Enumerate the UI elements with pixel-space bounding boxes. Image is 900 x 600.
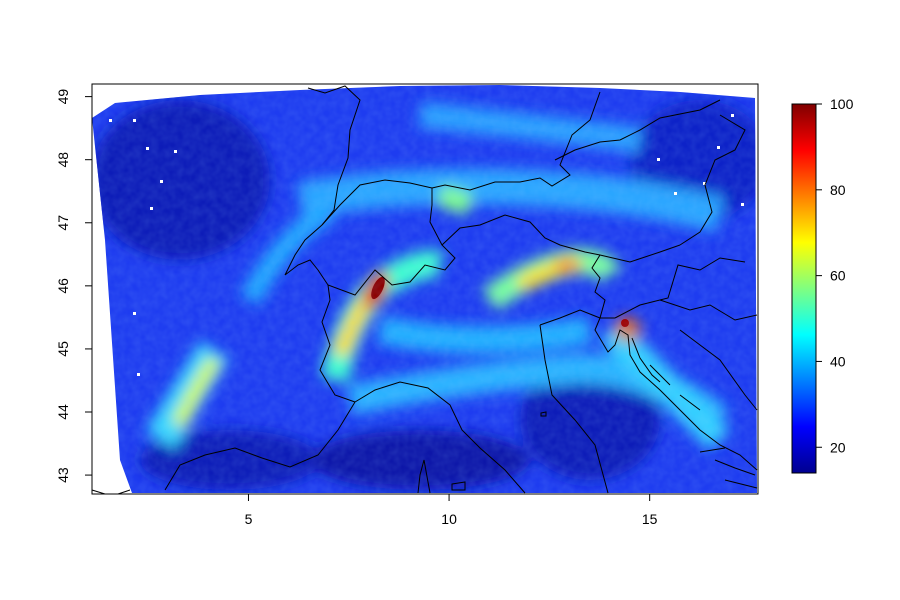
colorbar-fill [792, 104, 816, 473]
missing-data-pixels [109, 114, 744, 376]
y-tick-label: 44 [55, 404, 71, 420]
coast-elba [451, 481, 466, 491]
border-germany-austria [431, 91, 601, 191]
coast-croatia-islands [631, 337, 758, 489]
border-france-germany [307, 85, 361, 226]
colorbar-tick-label: 100 [830, 96, 854, 112]
colorbar-tick-label: 80 [830, 182, 846, 198]
y-axis: 43 44 45 46 47 48 49 [55, 89, 93, 483]
coastlines [91, 309, 758, 495]
coast-italy-adriatic [539, 324, 609, 494]
field-texture [92, 85, 757, 493]
coast-island-small [540, 411, 547, 417]
x-axis: 5 10 15 [245, 493, 658, 527]
y-tick-label: 43 [55, 467, 71, 483]
colorbar-tick-label: 20 [830, 439, 846, 455]
coast-france-med [164, 401, 356, 491]
y-tick-label: 49 [55, 89, 71, 105]
colorbar-tick-label: 40 [830, 353, 846, 369]
border-croatia-bosnia [659, 299, 758, 321]
y-tick-label: 46 [55, 278, 71, 294]
coast-ligurian [354, 381, 526, 494]
colorbar: 20 40 60 80 100 [791, 96, 854, 474]
border-czech [554, 99, 721, 161]
coast-istria [594, 317, 758, 471]
precipitation-field [92, 85, 757, 493]
border-bosnia [679, 329, 758, 411]
map-plot-area: 5 10 15 43 44 45 46 47 48 49 [55, 83, 759, 527]
coast-venice [539, 309, 601, 326]
coast-sw-edge [91, 489, 131, 495]
colorbar-tick-label: 60 [830, 268, 846, 284]
country-borders [284, 85, 758, 411]
x-tick-label: 5 [245, 511, 253, 527]
border-austria-hungary [679, 114, 746, 246]
coast-corsica [417, 459, 431, 494]
x-tick-label: 10 [441, 511, 457, 527]
x-tick-label: 15 [642, 511, 658, 527]
y-tick-label: 47 [55, 215, 71, 231]
border-france-italy [319, 284, 356, 403]
y-tick-label: 48 [55, 152, 71, 168]
border-switzerland-north [321, 179, 433, 226]
border-slovenia-croatia [614, 257, 746, 319]
y-tick-label: 45 [55, 341, 71, 357]
colorbar-frame [791, 103, 817, 474]
border-italy-austria [441, 214, 681, 263]
